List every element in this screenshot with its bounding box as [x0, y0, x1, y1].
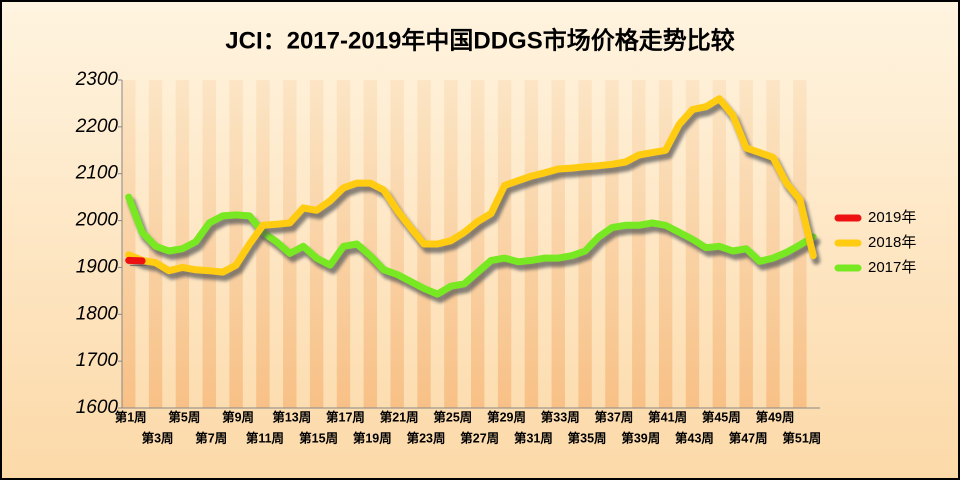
x-tick-label: 第51周 [782, 430, 821, 445]
legend-label: 2019年 [868, 209, 916, 226]
stripe [524, 80, 539, 408]
x-tick-label: 第31周 [514, 430, 553, 445]
stripe [283, 80, 297, 408]
y-tick-label: 1700 [76, 350, 119, 371]
x-tick-label: 第5周 [168, 409, 200, 424]
stripe [309, 80, 324, 408]
stripe [202, 80, 216, 408]
x-tick-label: 第41周 [648, 409, 687, 424]
stripe [658, 80, 673, 408]
y-tick-label: 2100 [75, 163, 119, 184]
x-tick-label: 第19周 [353, 430, 392, 445]
stripe [578, 80, 592, 408]
x-tick-label: 第15周 [299, 430, 338, 445]
x-tick-label: 第27周 [460, 430, 499, 445]
stripe [632, 80, 646, 408]
x-tick-label: 第47周 [729, 430, 768, 445]
y-tick-label: 1900 [76, 256, 119, 277]
x-tick-label: 第45周 [702, 409, 741, 424]
x-tick-label: 第11周 [246, 430, 284, 445]
x-tick-label: 第49周 [756, 409, 795, 424]
chart-title: JCI：2017-2019年中国DDGS市场价格走势比较 [225, 26, 734, 54]
stripe [471, 80, 485, 408]
stripe [175, 80, 190, 408]
line-shadow [127, 261, 150, 270]
x-tick-label: 第35周 [568, 430, 607, 445]
x-tick-label: 第25周 [433, 409, 472, 424]
line [125, 95, 817, 276]
x-tick-label: 第43周 [675, 430, 714, 445]
stripe [766, 80, 780, 408]
y-tick-label: 2200 [75, 116, 119, 137]
x-tick-label: 第7周 [195, 430, 227, 445]
line [125, 256, 146, 265]
stripe [363, 80, 378, 408]
x-tick-label: 第17周 [326, 409, 365, 424]
x-tick-label: 第37周 [594, 409, 633, 424]
legend-label: 2017年 [868, 259, 916, 276]
y-tick-label: 1600 [76, 397, 119, 418]
stripe [605, 80, 619, 408]
x-tick-label: 第23周 [407, 430, 446, 445]
y-tick-label: 2000 [75, 210, 119, 231]
legend-label: 2018年 [868, 234, 916, 251]
stripe [551, 80, 565, 408]
line-shadow [127, 99, 821, 282]
x-tick-label: 第39周 [621, 430, 660, 445]
x-tick-label: 第9周 [222, 409, 254, 424]
stripe [497, 80, 512, 408]
stripe [390, 80, 404, 408]
x-tick-label: 第21周 [380, 409, 419, 424]
y-tick-label: 1800 [76, 303, 119, 324]
stripe [122, 80, 136, 408]
x-tick-label: 第1周 [115, 409, 147, 424]
stripe [229, 80, 243, 408]
x-tick-label: 第29周 [487, 409, 526, 424]
x-tick-label: 第13周 [272, 409, 311, 424]
stripe [739, 80, 753, 408]
x-tick-label: 第3周 [142, 430, 174, 445]
x-tick-label: 第33周 [541, 409, 580, 424]
line [125, 193, 817, 298]
y-tick-label: 2300 [75, 69, 119, 90]
stripe [256, 80, 270, 408]
